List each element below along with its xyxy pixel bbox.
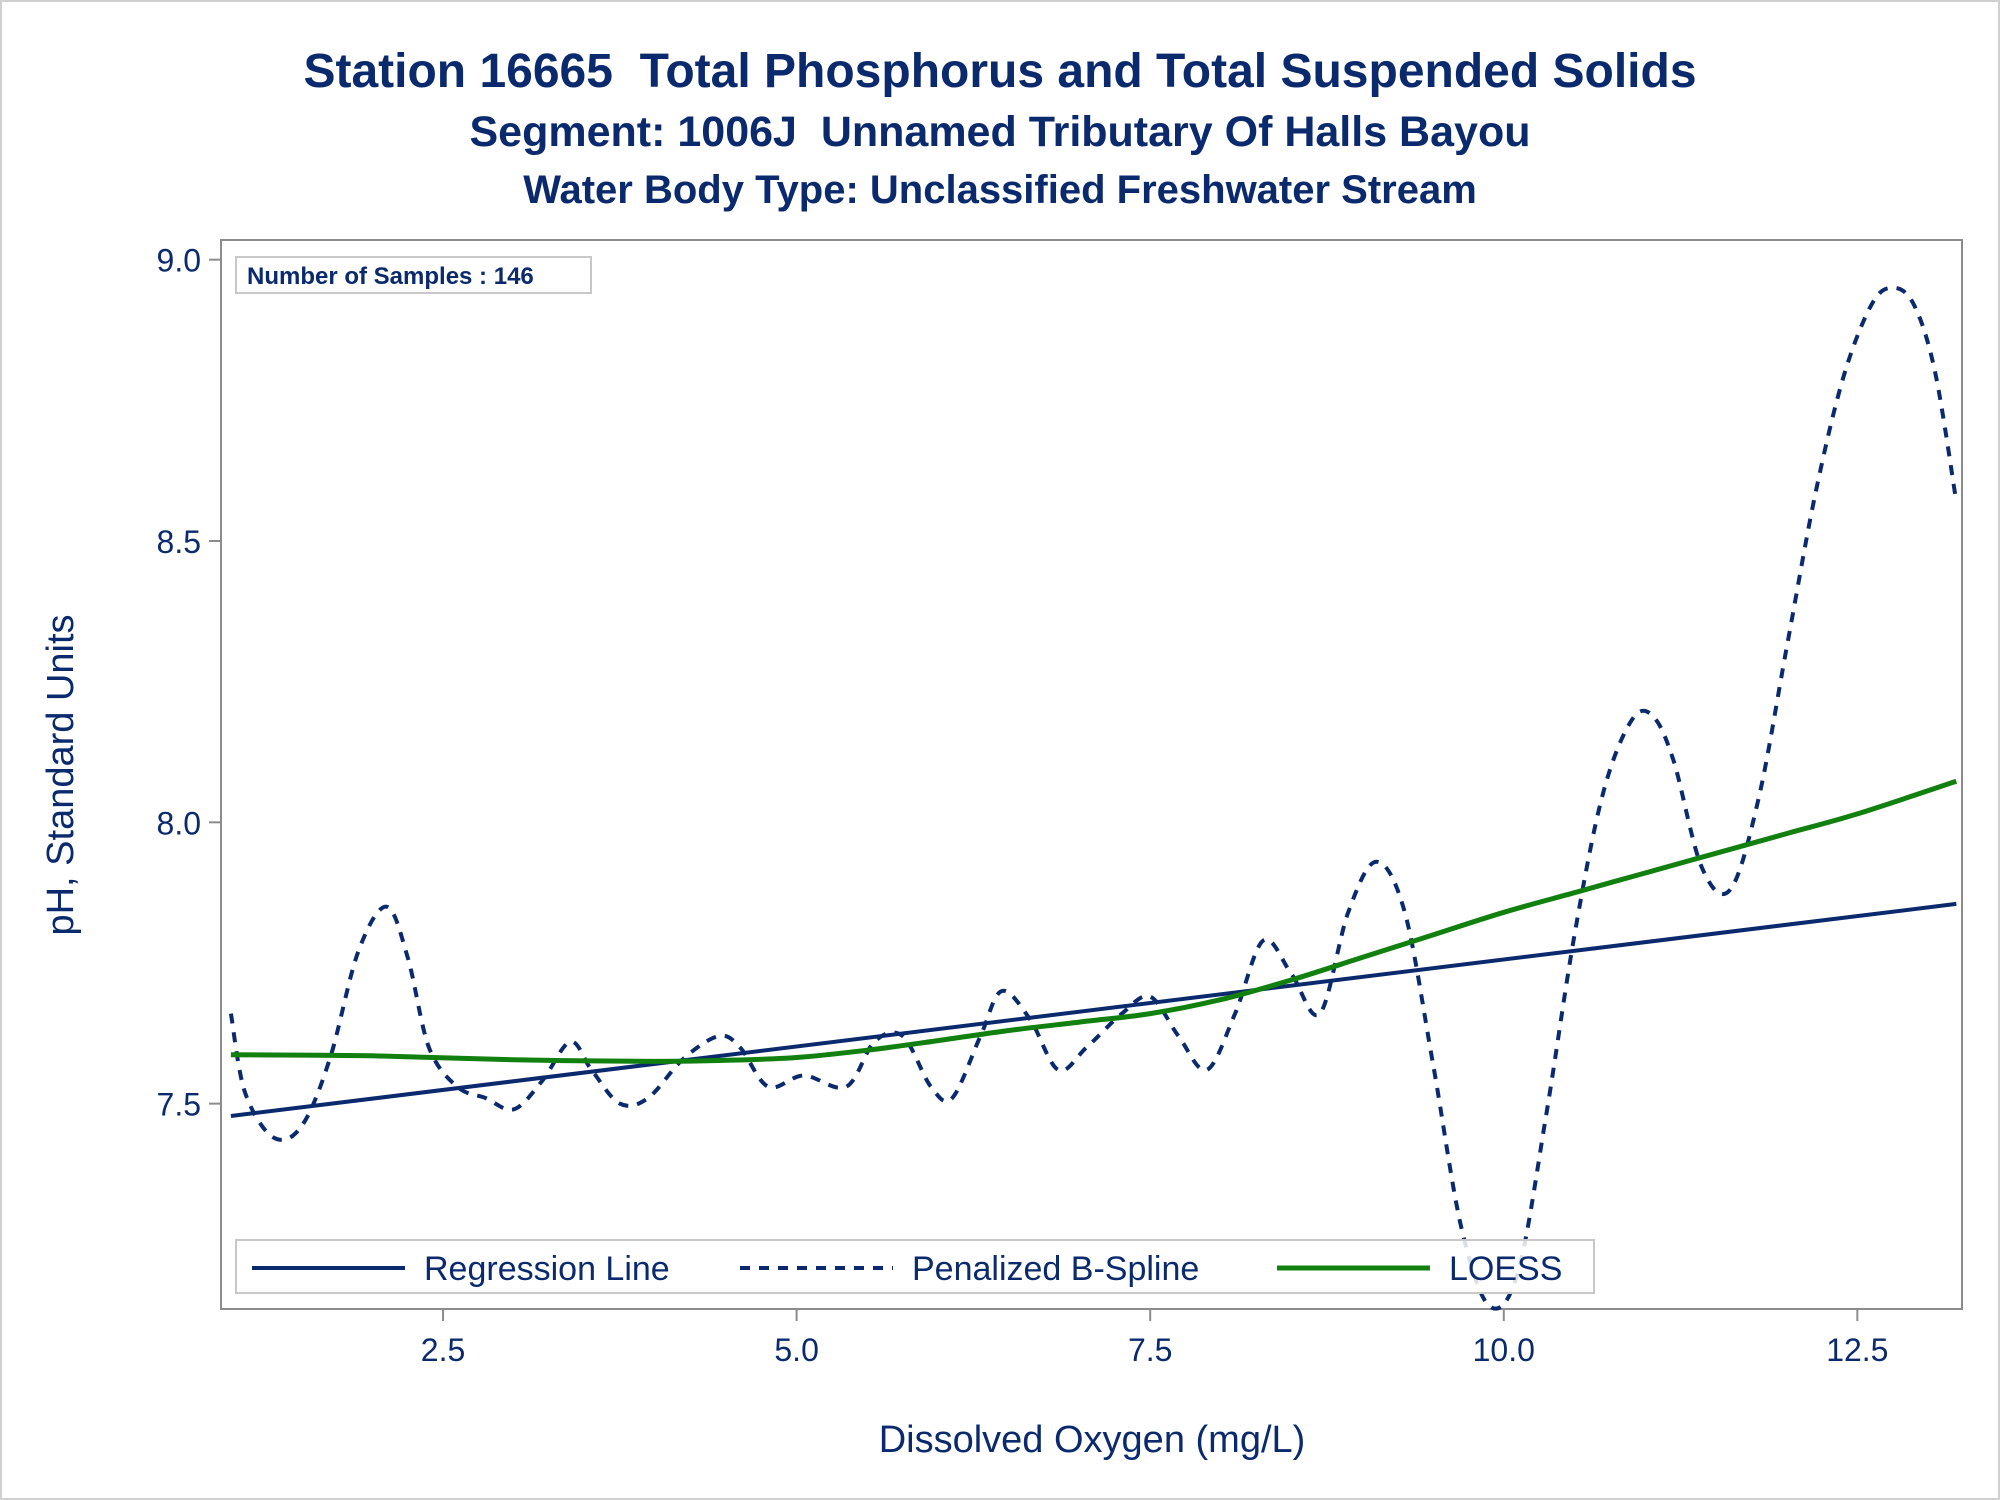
sample-count-frame (235, 256, 592, 294)
y-axis-label: pH, Standard Units (40, 614, 82, 935)
legend-label: LOESS (1449, 1250, 1562, 1288)
loess-line (230, 778, 1958, 1064)
y-tick-label: 8.0 (157, 805, 201, 841)
plot-area (220, 239, 1963, 1310)
x-tick-label: 10.0 (1473, 1332, 1535, 1368)
legend: Regression Line Penalized B-Spline LOESS (235, 1239, 1595, 1294)
plot-lines (228, 285, 1959, 1311)
sample-count-label: Number of Samples : 146 (247, 263, 534, 290)
x-tick-label: 2.5 (421, 1332, 465, 1368)
x-axis-label: Dissolved Oxygen (mg/L) (879, 1419, 1306, 1461)
y-tick-label: 7.5 (157, 1087, 201, 1123)
x-tick-label: 12.5 (1826, 1332, 1888, 1368)
x-tick-label: 5.0 (774, 1332, 818, 1368)
regression-line (230, 901, 1957, 1118)
chart-subtitle-waterbody: Water Body Type: Unclassified Freshwater… (523, 168, 1477, 212)
y-axis: 7.5 8.0 8.5 9.0 (157, 243, 221, 1123)
legend-label: Penalized B-Spline (912, 1250, 1199, 1288)
penalized-b-spline-line (228, 285, 1959, 1311)
y-tick-label: 9.0 (157, 243, 201, 279)
x-tick-label: 7.5 (1128, 1332, 1172, 1368)
x-axis: 2.5 5.0 7.5 10.0 12.5 (421, 1309, 1888, 1368)
chart-title: Station 16665 Total Phosphorus and Total… (303, 45, 1697, 98)
y-tick-label: 8.5 (157, 524, 201, 560)
sample-count-box: Number of Samples : 146 (235, 256, 592, 294)
chart-subtitle-segment: Segment: 1006J Unnamed Tributary Of Hall… (469, 108, 1531, 156)
legend-label: Regression Line (424, 1250, 670, 1288)
